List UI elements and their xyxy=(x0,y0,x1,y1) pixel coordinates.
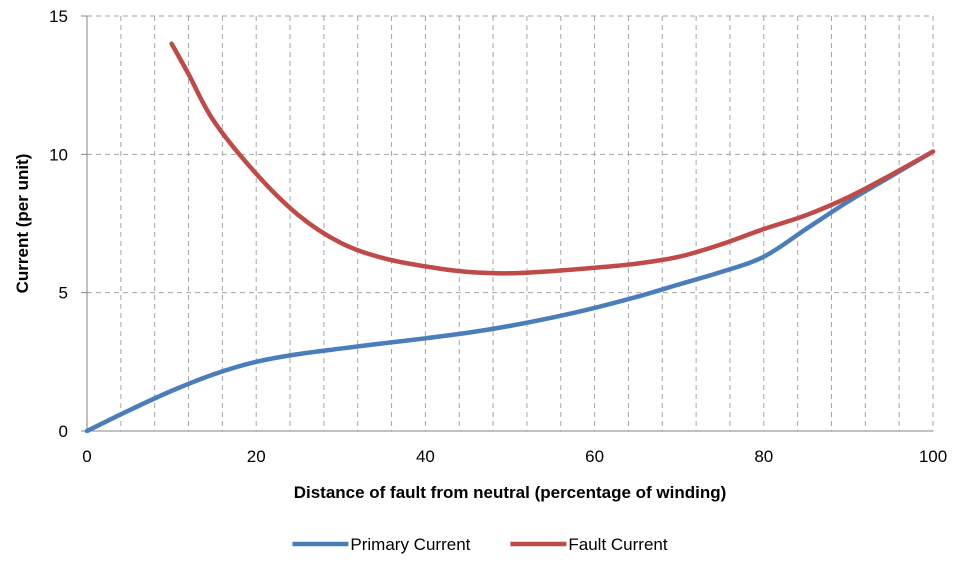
legend-label-fault-current: Fault Current xyxy=(568,535,667,554)
legend-label-primary-current: Primary Current xyxy=(350,535,470,554)
axes xyxy=(81,15,933,432)
x-tick-label: 0 xyxy=(82,447,91,466)
x-tick-label: 80 xyxy=(754,447,773,466)
series-lines xyxy=(84,41,936,434)
grid xyxy=(87,15,934,431)
series-line-fault-current xyxy=(169,41,936,276)
y-tick-labels: 0 5 10 15 xyxy=(49,7,68,441)
y-tick-label: 10 xyxy=(49,145,68,164)
x-axis-title: Distance of fault from neutral (percenta… xyxy=(294,483,727,502)
legend: Primary Current Fault Current xyxy=(292,535,668,554)
y-tick-label: 0 xyxy=(59,422,68,441)
y-tick-label: 5 xyxy=(59,284,68,303)
x-tick-label: 60 xyxy=(585,447,604,466)
y-axis-title: Current (per unit) xyxy=(13,154,32,294)
y-tick-label: 15 xyxy=(49,7,68,26)
series-line-primary-current xyxy=(84,149,936,434)
x-tick-label: 100 xyxy=(919,447,947,466)
x-tick-label: 20 xyxy=(247,447,266,466)
x-tick-labels: 0 20 40 60 80 100 xyxy=(82,447,947,466)
x-tick-label: 40 xyxy=(416,447,435,466)
